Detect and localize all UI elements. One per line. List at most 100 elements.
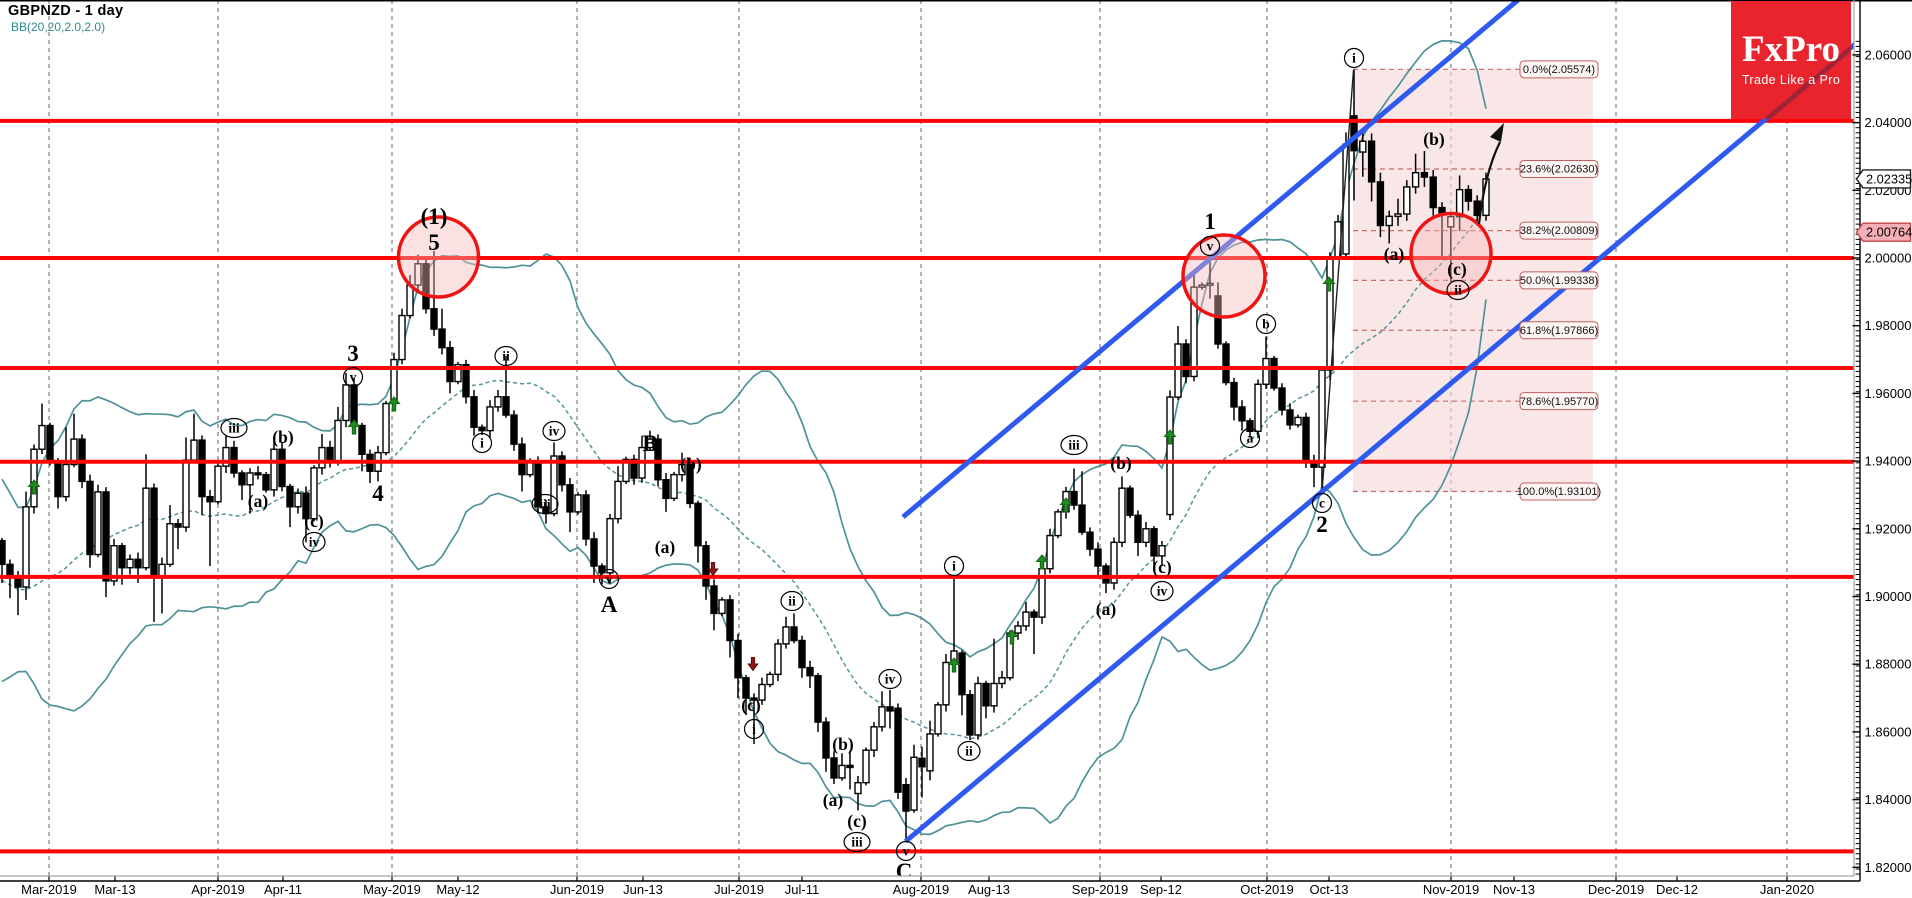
candle-body — [1158, 545, 1166, 557]
candle-body — [1394, 213, 1402, 218]
wave-label-paren: (b) — [680, 454, 702, 474]
price-marker-last: 2.02335 — [1855, 169, 1912, 189]
wave-label-circled: iii — [851, 835, 863, 850]
candle-body — [270, 448, 278, 491]
date-label: Aug-2019 — [893, 882, 949, 897]
candle-body — [1014, 625, 1022, 634]
wave-label-circled: iv — [309, 535, 320, 550]
price-marker-tag — [1855, 222, 1912, 242]
fib-labels: 0.0%(2.05574) 23.6%(2.02630) 38.2%(2.00809… — [1517, 60, 1601, 501]
candle-body — [1286, 409, 1294, 426]
candle-body — [318, 446, 326, 469]
fxpro-logo-tagline: Trade Like a Pro — [1741, 73, 1841, 87]
date-label: Apr-2019 — [191, 882, 244, 897]
candle-body — [582, 494, 590, 540]
candle-body — [1403, 186, 1411, 215]
candle-body — [1438, 206, 1446, 214]
candle-body — [342, 384, 350, 422]
wave-label-circled: v — [606, 572, 613, 587]
buy-arrow-icon — [347, 419, 361, 435]
candle-body — [1078, 504, 1086, 533]
wave-label-circle — [542, 420, 566, 442]
wave-label-circled: iii — [1068, 438, 1080, 453]
axes — [0, 0, 1912, 877]
price-marker-bid: 2.00764 — [1855, 222, 1912, 242]
candle-body — [1385, 215, 1393, 227]
candle-body — [1182, 343, 1190, 378]
candle-body — [918, 757, 926, 768]
sell-arrow-icon — [707, 562, 719, 577]
candle-body — [662, 479, 670, 500]
candle-body — [838, 764, 846, 779]
candle-body — [398, 314, 406, 361]
candle-body — [1246, 420, 1254, 433]
price-label: 2.00000 — [1865, 251, 1912, 266]
candle-body — [126, 558, 134, 569]
candle-body — [894, 707, 902, 793]
fxpro-logo-text: FxPro — [1742, 29, 1840, 70]
buy-arrow-icon — [27, 479, 41, 495]
fib-label-text: 61.8%(1.97866) — [1520, 325, 1598, 337]
candle-body — [630, 458, 638, 479]
candle-body — [206, 495, 214, 503]
candle-body — [1294, 416, 1302, 426]
date-axis[interactable]: Mar-2019 Mar-13 Apr-2019 Apr-11 May-2019 May-… — [0, 876, 1860, 898]
candle-body — [966, 693, 974, 736]
candle-body — [1376, 181, 1385, 227]
candle-body — [222, 446, 230, 467]
candle-body — [830, 757, 838, 779]
fib-label-text: 0.0%(2.05574) — [1523, 64, 1595, 76]
candle-body — [694, 502, 702, 547]
wave-label-circle — [342, 366, 364, 388]
candle-body — [174, 523, 182, 528]
candle-body — [1046, 534, 1054, 570]
wave-label-circle — [895, 840, 917, 862]
fib-label-box — [1519, 159, 1599, 178]
candle-body — [790, 626, 798, 642]
channel-line-1 — [901, 0, 1520, 519]
date-label: Dec-12 — [1656, 882, 1698, 897]
price-axis[interactable]: 2.060002.040002.020002.000001.980001.960… — [1852, 0, 1912, 881]
wave-label-circled: v — [350, 370, 357, 385]
plot-area: 34(1)5ABC12(a)(b)(c)(a)(b)(c)(a)(b)(c)(a… — [0, 0, 1854, 876]
wave-labels: 34(1)5ABC12(a)(b)(c)(a)(b)(c)(a)(b)(c)(a… — [220, 47, 1470, 876]
candle-body — [1206, 282, 1214, 286]
candle-body — [910, 756, 918, 811]
highlight-circle — [396, 215, 481, 299]
wave-label-circle — [843, 831, 871, 853]
wave-label-circled: c — [1319, 496, 1325, 511]
candle-body — [902, 784, 910, 812]
candle-body — [70, 438, 78, 466]
fib-label-box — [1519, 321, 1599, 340]
logo-stripe-decoration — [1765, 45, 1851, 119]
candle-body — [478, 426, 486, 432]
candle-body — [302, 492, 310, 520]
candle-body — [654, 438, 662, 481]
wave-label-major: B — [642, 431, 657, 456]
buy-arrow-icon — [947, 657, 961, 673]
projection-arrow — [1477, 123, 1504, 225]
candle-body — [494, 396, 502, 408]
price-label: 1.90000 — [1865, 589, 1912, 604]
projection-arrow-line — [1477, 141, 1501, 225]
bb-middle-sma — [1, 203, 1487, 740]
highlight-circle — [1409, 211, 1493, 296]
candle-body — [1222, 343, 1230, 384]
wave-label-paren: (c) — [847, 811, 867, 831]
wave-label-circle — [1239, 427, 1261, 449]
date-label: Nov-13 — [1493, 882, 1535, 897]
fib-label-text: 100.0%(1.93101) — [1517, 486, 1601, 498]
wave-label-circled: i — [952, 559, 956, 574]
candle-body — [678, 463, 686, 476]
wave-label-paren: (c) — [304, 511, 324, 531]
date-label: May-12 — [436, 882, 479, 897]
candle-body — [766, 673, 774, 686]
candle-body — [46, 424, 54, 464]
wave-label-circle — [1199, 235, 1221, 257]
fib-label-box — [1519, 482, 1599, 501]
wave-label-paren: (a) — [655, 537, 676, 557]
candle-body — [470, 396, 478, 428]
candle-body — [334, 419, 342, 464]
date-label: Nov-2019 — [1423, 882, 1479, 897]
